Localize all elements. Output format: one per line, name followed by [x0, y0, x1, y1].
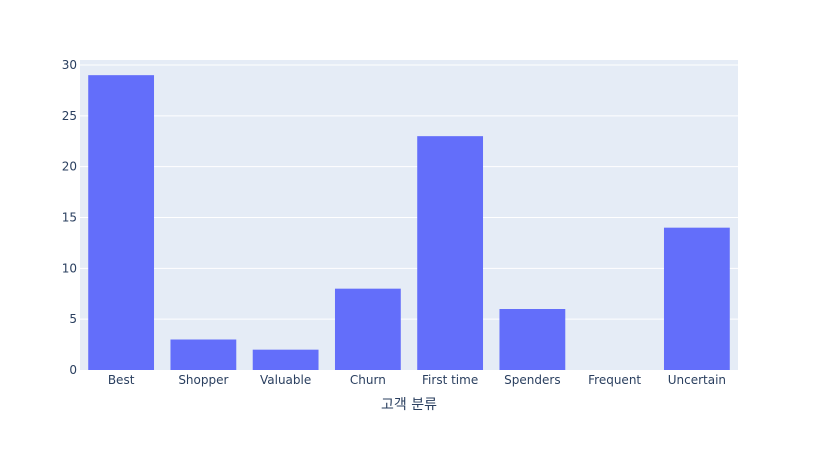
bar-uncertain[interactable]	[663, 227, 730, 370]
x-tick-label: Best	[108, 373, 135, 387]
x-tick-label: Frequent	[588, 373, 641, 387]
bar-shopper[interactable]	[170, 339, 237, 371]
bar-churn[interactable]	[334, 288, 401, 370]
bar-spenders[interactable]	[499, 309, 566, 370]
gridlines	[80, 64, 738, 320]
plot-background	[80, 60, 738, 370]
x-tick-labels: Best Shopper Valuable Churn First time Spende…	[108, 373, 726, 387]
y-tick-label: 5	[69, 312, 77, 326]
x-tick-label: Shopper	[178, 373, 228, 387]
x-tick-label: First time	[422, 373, 478, 387]
x-tick-label: Churn	[350, 373, 386, 387]
y-tick-label: 30	[62, 58, 77, 72]
x-tick-label: Spenders	[504, 373, 560, 387]
y-tick-label: 25	[62, 109, 77, 123]
x-tick-label: Uncertain	[668, 373, 726, 387]
x-tick-label: Valuable	[260, 373, 311, 387]
bar-valuable[interactable]	[252, 349, 319, 370]
bars	[88, 75, 730, 371]
bar-best[interactable]	[88, 75, 155, 371]
y-tick-label: 10	[62, 261, 77, 275]
bar-first-time[interactable]	[417, 136, 484, 370]
y-tick-label: 20	[62, 160, 77, 174]
y-tick-label: 0	[69, 363, 77, 377]
y-tick-labels: 0 5 10 15 20 25 30	[62, 58, 77, 377]
x-axis-title: 고객 분류	[381, 397, 437, 413]
y-tick-label: 15	[62, 211, 77, 225]
